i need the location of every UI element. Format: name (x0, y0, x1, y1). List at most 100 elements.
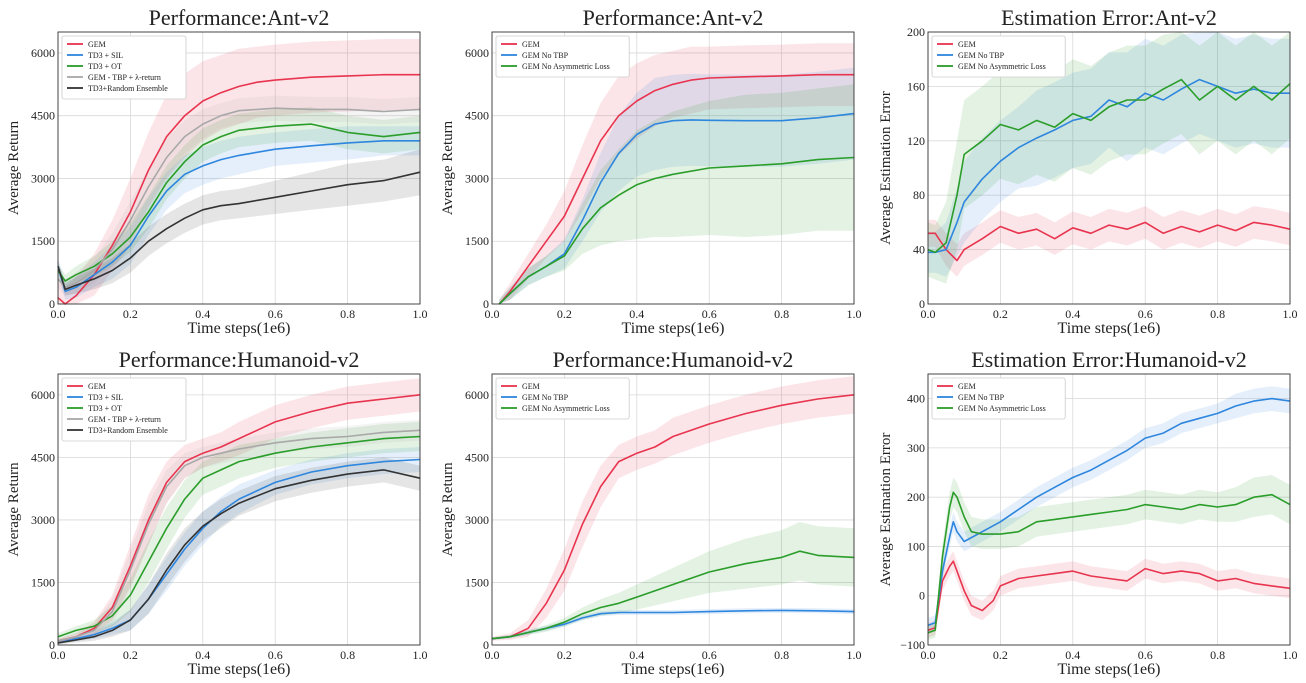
x-tick-label: 0.4 (1065, 307, 1080, 321)
y-tick-label: 6000 (465, 46, 489, 60)
y-tick-label: 3000 (31, 513, 55, 527)
plot-frame (927, 373, 1291, 646)
series-line-1 (57, 458, 421, 644)
legend: GEM GEM No TBP GEM No Asymmetric Loss (495, 377, 630, 420)
series-band-4 (58, 149, 420, 296)
y-tick-label: 3000 (465, 171, 489, 185)
x-tick-label: 1.0 (413, 307, 428, 321)
legend-box (495, 35, 630, 78)
series-band-2 (58, 421, 420, 640)
series-band-1 (928, 386, 1290, 633)
legend-entry: TD3 + OT (88, 404, 122, 413)
y-tick-label: −100 (900, 638, 925, 652)
legend-entry: TD3+Random Ensemble (88, 426, 168, 435)
y-tick-label: 120 (907, 134, 925, 148)
legend-entry: GEM - TBP + λ-return (88, 415, 161, 424)
y-tick-label: 1500 (31, 575, 55, 589)
legend: GEM TD3 + SIL TD3 + OT GEM - TBP + λ-return… (61, 377, 187, 442)
x-tick-label: 0.0 (485, 648, 500, 662)
series-line-2 (491, 550, 855, 640)
y-axis-label: Average Return (6, 462, 22, 557)
series-band-3 (58, 419, 420, 643)
series-band-2 (928, 475, 1290, 641)
legend-entry: GEM (88, 40, 106, 49)
x-tick-label: 0.0 (921, 648, 936, 662)
legend-entry: GEM (958, 382, 976, 391)
y-tick-label: 100 (907, 539, 925, 553)
y-tick-label: 1500 (31, 234, 55, 248)
plot-frame (57, 373, 421, 646)
x-tick-label: 0.6 (702, 307, 717, 321)
y-tick-label: 4500 (465, 109, 489, 123)
series-line-1 (928, 78, 1290, 254)
legend-entry: GEM No Asymmetric Loss (522, 404, 610, 413)
series-line-2 (927, 78, 1291, 254)
x-tick-label: 0.8 (774, 648, 789, 662)
series-line-2 (498, 156, 855, 305)
x-axis-label: Time steps(1e6) (622, 661, 725, 678)
x-tick-label: 0.0 (485, 307, 500, 321)
x-tick-label: 0.4 (629, 648, 644, 662)
y-tick-label: 40 (913, 243, 925, 257)
x-tick-label: 0.4 (1065, 648, 1080, 662)
x-tick-label: 0.2 (557, 307, 572, 321)
y-axis-label: Average Return (6, 120, 22, 215)
x-tick-label: 1.0 (847, 307, 862, 321)
legend-box (931, 377, 1066, 420)
series-line-2 (57, 123, 421, 282)
series-group (927, 386, 1291, 641)
legend: GEM GEM No TBP GEM No Asymmetric Loss (931, 377, 1066, 420)
legend-entry: TD3 + OT (88, 62, 122, 71)
legend-entry: GEM (522, 40, 540, 49)
series-band-1 (499, 67, 854, 304)
y-tick-label: 4500 (31, 450, 55, 464)
series-line-1 (927, 397, 1291, 627)
x-axis-label: Time steps(1e6) (622, 320, 725, 337)
series-band-2 (499, 84, 854, 304)
legend: GEM GEM No TBP GEM No Asymmetric Loss (931, 35, 1066, 78)
x-tick-label: 1.0 (413, 648, 428, 662)
x-tick-label: 0.0 (51, 307, 66, 321)
y-tick-label: 4500 (31, 109, 55, 123)
chart-panel-0: 0.0 0.2 0.4 0.6 0.8 1.0 0 1500 3000 4500 6000 Perfo… (6, 5, 428, 337)
x-tick-label: 0.4 (195, 307, 210, 321)
y-tick-label: 0 (483, 638, 489, 652)
x-tick-label: 0.2 (123, 307, 138, 321)
x-tick-label: 0.0 (921, 307, 936, 321)
x-tick-label: 0.2 (993, 648, 1008, 662)
x-tick-label: 0.6 (268, 307, 283, 321)
legend-box (61, 35, 187, 100)
series-group (491, 376, 855, 641)
x-tick-label: 0.8 (774, 307, 789, 321)
x-axis-label: Time steps(1e6) (188, 661, 291, 678)
series-line-0 (57, 73, 420, 305)
y-axis-label: Average Return (440, 462, 456, 557)
y-tick-label: 300 (907, 441, 925, 455)
x-tick-label: 1.0 (1283, 307, 1298, 321)
x-tick-label: 0.6 (1138, 307, 1153, 321)
series-group (57, 39, 421, 305)
y-tick-label: 0 (919, 589, 925, 603)
series-group (57, 378, 421, 645)
y-tick-label: 6000 (31, 388, 55, 402)
legend-entry: GEM (522, 382, 540, 391)
series-line-0 (928, 221, 1291, 262)
y-tick-label: 6000 (31, 46, 55, 60)
series-line-4 (57, 171, 421, 291)
series-band-4 (58, 457, 420, 645)
chart-title: Performance:Humanoid-v2 (119, 347, 360, 372)
series-line-0 (498, 73, 854, 305)
chart-title: Performance:Ant-v2 (583, 5, 764, 30)
legend-entry: GEM No TBP (522, 393, 569, 402)
legend-entry: TD3 + SIL (88, 393, 123, 402)
series-line-3 (57, 107, 421, 289)
series-band-0 (58, 39, 420, 304)
y-tick-label: 400 (907, 392, 925, 406)
y-tick-label: 3000 (465, 513, 489, 527)
series-line-0 (57, 394, 421, 642)
legend-entry: TD3 + SIL (88, 51, 123, 60)
plot-frame (491, 31, 855, 305)
series-band-2 (492, 522, 854, 640)
series-band-0 (492, 376, 854, 641)
chart-title: Performance:Humanoid-v2 (553, 347, 794, 372)
